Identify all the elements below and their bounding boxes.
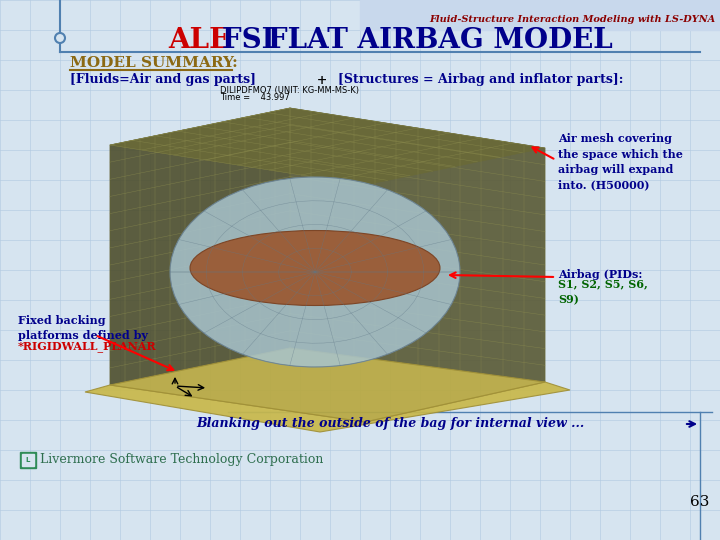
Text: Livermore Software Technology Corporation: Livermore Software Technology Corporatio… <box>40 454 323 467</box>
Bar <box>360 0 720 30</box>
Text: ALE: ALE <box>168 26 240 53</box>
Text: Fluid-Structure Interaction Modeling with LS-DYNA: Fluid-Structure Interaction Modeling wit… <box>428 15 715 24</box>
Text: DILIPDFMO7 (UNIT: KG-MM-MS-K): DILIPDFMO7 (UNIT: KG-MM-MS-K) <box>220 85 359 94</box>
Polygon shape <box>290 108 545 382</box>
Bar <box>22 454 34 466</box>
Text: Air mesh covering
the space which the
airbag will expand
into. (H50000): Air mesh covering the space which the ai… <box>558 133 683 191</box>
Text: FLAT AIRBAG MODEL: FLAT AIRBAG MODEL <box>268 26 613 53</box>
Ellipse shape <box>170 177 460 367</box>
Text: Time =    43.997: Time = 43.997 <box>220 92 289 102</box>
Polygon shape <box>110 348 545 422</box>
Text: S1, S2, S5, S6,
S9): S1, S2, S5, S6, S9) <box>558 279 648 305</box>
Text: L: L <box>26 457 30 463</box>
Text: Blanking out the outside of the bag for internal view ...: Blanking out the outside of the bag for … <box>196 417 584 430</box>
Bar <box>20 452 36 468</box>
Text: 63: 63 <box>690 495 710 509</box>
Polygon shape <box>110 108 290 385</box>
Text: +: + <box>308 73 336 86</box>
Polygon shape <box>85 382 570 432</box>
Text: [Fluids=Air and gas parts]: [Fluids=Air and gas parts] <box>70 73 256 86</box>
Text: Fixed backing
platforms defined by: Fixed backing platforms defined by <box>18 315 148 341</box>
Text: [Structures = Airbag and inflator parts]:: [Structures = Airbag and inflator parts]… <box>338 73 624 86</box>
Polygon shape <box>110 108 545 185</box>
Text: *RIGIDWALL_PLANAR: *RIGIDWALL_PLANAR <box>18 341 157 352</box>
Ellipse shape <box>190 231 440 306</box>
Circle shape <box>55 33 65 43</box>
Text: MODEL SUMMARY:: MODEL SUMMARY: <box>70 56 238 70</box>
Text: Airbag (PIDs:: Airbag (PIDs: <box>558 269 642 280</box>
Text: FSI: FSI <box>222 26 284 53</box>
